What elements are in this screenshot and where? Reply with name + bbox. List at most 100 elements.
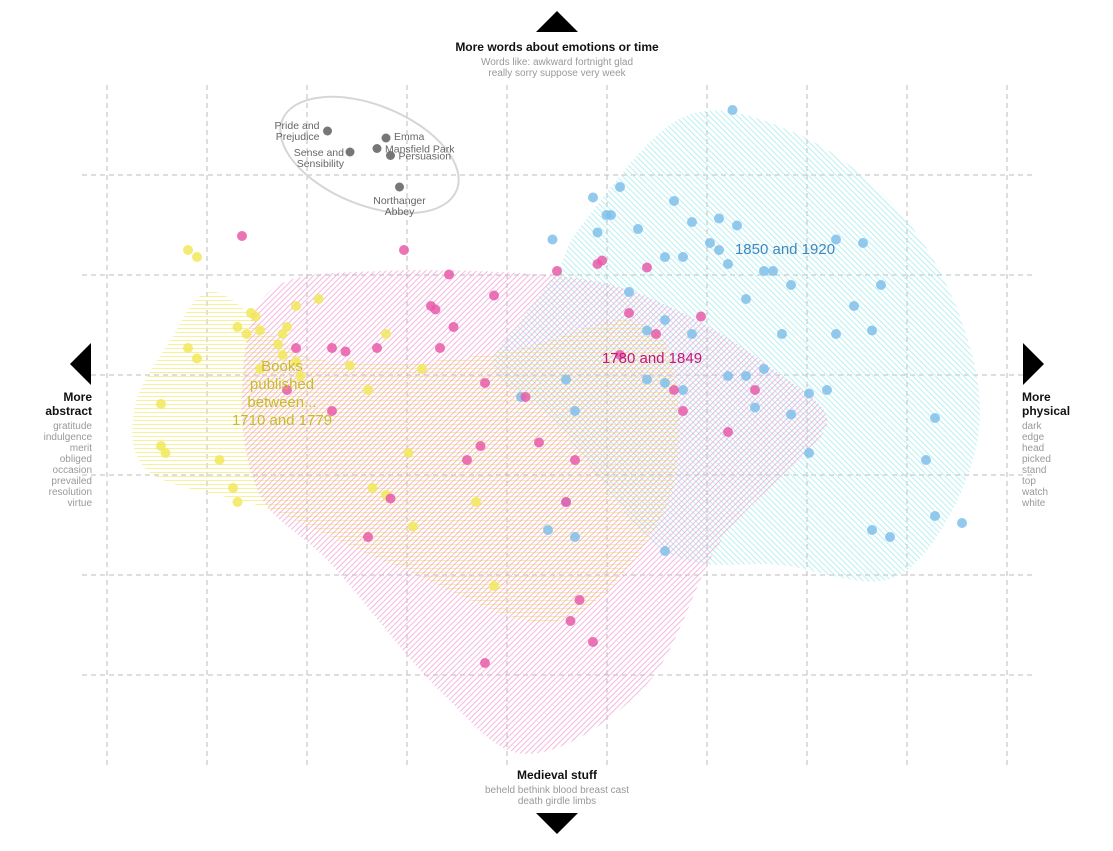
- point-austen[interactable]: [395, 182, 404, 192]
- point-1850-1920[interactable]: [624, 287, 634, 297]
- point-1850-1920[interactable]: [786, 409, 796, 420]
- point-1780-1849[interactable]: [385, 493, 396, 504]
- point-1710-1779[interactable]: [403, 448, 414, 458]
- point-1850-1920[interactable]: [858, 238, 868, 248]
- point-1780-1849[interactable]: [534, 437, 544, 448]
- point-1710-1779[interactable]: [250, 311, 261, 322]
- point-1850-1920[interactable]: [561, 374, 571, 385]
- point-1780-1849[interactable]: [448, 322, 459, 332]
- point-1850-1920[interactable]: [660, 252, 670, 262]
- point-1780-1849[interactable]: [642, 262, 652, 273]
- point-1710-1779[interactable]: [363, 385, 373, 395]
- point-1850-1920[interactable]: [615, 182, 625, 192]
- point-1780-1849[interactable]: [696, 311, 706, 322]
- point-1710-1779[interactable]: [408, 521, 418, 532]
- point-austen[interactable]: [372, 144, 382, 153]
- point-1780-1849[interactable]: [561, 497, 571, 507]
- point-1850-1920[interactable]: [660, 546, 670, 556]
- point-1850-1920[interactable]: [660, 315, 670, 325]
- point-1850-1920[interactable]: [831, 329, 841, 339]
- point-1850-1920[interactable]: [592, 227, 603, 238]
- point-1710-1779[interactable]: [228, 483, 238, 493]
- point-1710-1779[interactable]: [277, 329, 288, 339]
- point-1780-1849[interactable]: [574, 595, 585, 605]
- point-1710-1779[interactable]: [417, 364, 427, 374]
- point-1850-1920[interactable]: [714, 213, 724, 224]
- point-1780-1849[interactable]: [237, 231, 247, 241]
- point-1850-1920[interactable]: [921, 455, 931, 465]
- point-1780-1849[interactable]: [340, 346, 351, 357]
- point-1850-1920[interactable]: [669, 196, 679, 206]
- point-1850-1920[interactable]: [849, 301, 859, 311]
- point-1710-1779[interactable]: [232, 322, 243, 332]
- point-1850-1920[interactable]: [804, 448, 814, 458]
- arrow-up-icon[interactable]: [536, 11, 578, 32]
- point-1850-1920[interactable]: [867, 525, 877, 535]
- point-1710-1779[interactable]: [241, 329, 252, 339]
- point-1850-1920[interactable]: [678, 385, 688, 395]
- point-1780-1849[interactable]: [570, 455, 580, 465]
- point-1780-1849[interactable]: [327, 343, 337, 353]
- point-1850-1920[interactable]: [714, 245, 724, 255]
- point-1850-1920[interactable]: [687, 329, 697, 339]
- point-1780-1849[interactable]: [750, 385, 760, 395]
- point-1850-1920[interactable]: [768, 266, 778, 276]
- point-1850-1920[interactable]: [633, 224, 643, 234]
- point-1850-1920[interactable]: [759, 364, 769, 374]
- point-1710-1779[interactable]: [273, 339, 283, 350]
- point-1780-1849[interactable]: [363, 532, 373, 542]
- point-1710-1779[interactable]: [183, 343, 193, 353]
- point-1850-1920[interactable]: [570, 406, 580, 416]
- point-1710-1779[interactable]: [160, 448, 171, 458]
- point-1850-1920[interactable]: [750, 402, 760, 413]
- point-1850-1920[interactable]: [957, 518, 967, 528]
- point-1780-1849[interactable]: [669, 385, 679, 395]
- point-1710-1779[interactable]: [471, 497, 481, 507]
- point-1710-1779[interactable]: [214, 455, 225, 465]
- point-1780-1849[interactable]: [597, 255, 607, 266]
- point-austen[interactable]: [386, 151, 395, 160]
- point-1850-1920[interactable]: [547, 234, 558, 245]
- point-1780-1849[interactable]: [489, 290, 499, 301]
- point-1710-1779[interactable]: [291, 301, 301, 311]
- point-1710-1779[interactable]: [291, 357, 301, 367]
- arrow-down-icon[interactable]: [536, 813, 578, 834]
- point-1850-1920[interactable]: [642, 325, 652, 336]
- point-1780-1849[interactable]: [435, 343, 445, 353]
- point-1850-1920[interactable]: [723, 371, 733, 381]
- point-1850-1920[interactable]: [660, 378, 670, 388]
- point-austen[interactable]: [323, 126, 332, 136]
- point-1850-1920[interactable]: [741, 371, 751, 381]
- point-1850-1920[interactable]: [804, 388, 814, 399]
- point-1710-1779[interactable]: [489, 581, 499, 591]
- point-1780-1849[interactable]: [678, 406, 688, 416]
- point-1780-1849[interactable]: [291, 343, 301, 353]
- point-1850-1920[interactable]: [732, 220, 742, 231]
- point-1780-1849[interactable]: [444, 269, 454, 280]
- point-1780-1849[interactable]: [615, 350, 625, 360]
- point-1850-1920[interactable]: [786, 280, 796, 290]
- point-1710-1779[interactable]: [232, 497, 243, 507]
- point-1710-1779[interactable]: [381, 329, 391, 339]
- point-1850-1920[interactable]: [930, 511, 940, 521]
- point-1710-1779[interactable]: [313, 294, 324, 304]
- point-1850-1920[interactable]: [601, 210, 612, 220]
- point-1780-1849[interactable]: [327, 406, 337, 416]
- point-1710-1779[interactable]: [255, 364, 265, 374]
- point-1710-1779[interactable]: [183, 245, 193, 255]
- arrow-left-icon[interactable]: [70, 343, 91, 385]
- point-1710-1779[interactable]: [345, 360, 355, 371]
- point-1780-1849[interactable]: [565, 616, 576, 626]
- point-1850-1920[interactable]: [876, 280, 886, 290]
- point-1850-1920[interactable]: [678, 252, 688, 262]
- point-1780-1849[interactable]: [723, 427, 733, 437]
- point-1780-1849[interactable]: [552, 266, 562, 276]
- point-1710-1779[interactable]: [156, 399, 166, 409]
- point-1780-1849[interactable]: [480, 658, 490, 668]
- arrow-right-icon[interactable]: [1023, 343, 1044, 385]
- point-1780-1849[interactable]: [520, 392, 531, 402]
- point-1850-1920[interactable]: [705, 238, 715, 248]
- point-1850-1920[interactable]: [741, 294, 751, 304]
- point-1780-1849[interactable]: [624, 308, 634, 318]
- point-1850-1920[interactable]: [570, 532, 580, 542]
